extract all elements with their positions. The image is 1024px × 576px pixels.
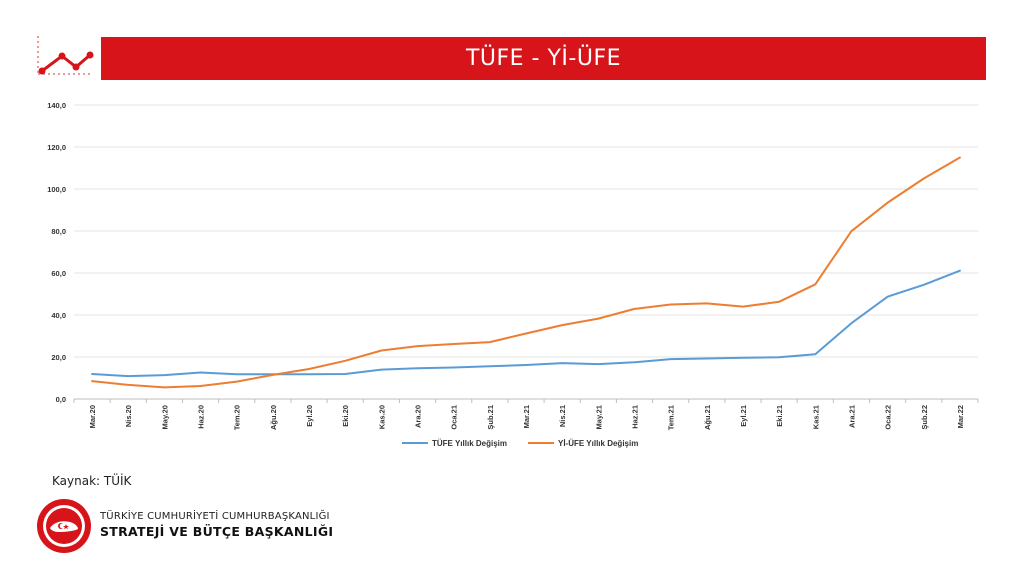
y-tick-label: 140,0 (47, 101, 66, 110)
presidency-emblem-icon (37, 499, 91, 553)
y-tick-label: 80,0 (51, 227, 66, 236)
y-tick-label: 40,0 (51, 311, 66, 320)
x-tick-label: Oca.21 (450, 405, 459, 430)
y-tick-label: 20,0 (51, 353, 66, 362)
x-tick-label: Haz.21 (630, 405, 639, 429)
x-tick-label: Eyl.21 (739, 405, 748, 427)
org-name-line1: TÜRKİYE CUMHURİYETİ CUMHURBAŞKANLIĞI (100, 511, 330, 522)
x-tick-label: Kas.21 (811, 405, 820, 429)
x-tick-label: Ağu.21 (703, 405, 712, 430)
x-tick-label: Ara.21 (847, 405, 856, 428)
x-tick-label: May.21 (594, 405, 603, 429)
series-line-2 (91, 156, 961, 389)
x-tick-label: Tem.20 (233, 405, 242, 430)
x-tick-label: Mar.22 (956, 405, 965, 428)
source-note: Kaynak: TÜİK (52, 474, 132, 488)
page-title: TÜFE - Yİ-ÜFE (465, 46, 622, 71)
series-line-1 (91, 269, 961, 378)
legend-label-1: TÜFE Yıllık Değişim (432, 439, 507, 448)
legend-label-2: Yİ-ÜFE Yıllık Değişim (558, 439, 638, 448)
x-tick-label: Mar.21 (522, 405, 531, 428)
x-tick-label: Nis.21 (558, 405, 567, 427)
y-tick-label: 60,0 (51, 269, 66, 278)
x-tick-label: Nis.20 (124, 405, 133, 427)
x-tick-label: Eki.21 (775, 405, 784, 427)
line-chart-icon (37, 36, 94, 75)
x-tick-label: Ağu.20 (269, 405, 278, 430)
org-name-line2: STRATEJİ VE BÜTÇE BAŞKANLIĞI (100, 524, 334, 539)
title-bar: TÜFE - Yİ-ÜFE (101, 37, 986, 80)
y-tick-label: 120,0 (47, 143, 66, 152)
x-tick-label: Eki.20 (341, 405, 350, 427)
x-tick-label: Haz.20 (197, 405, 206, 429)
x-tick-label: Oca.22 (884, 405, 893, 430)
line-chart: 0,0 20,0 40,0 60,0 80,0 100,0 120,0 140,0 Mar.20… (47, 101, 979, 448)
x-tick-label: Mar.20 (88, 405, 97, 428)
x-tick-label: Kas.20 (377, 405, 386, 429)
x-tick-label: May.20 (160, 405, 169, 429)
x-tick-label: Şub.21 (486, 405, 495, 430)
x-tick-label: Tem.21 (667, 405, 676, 430)
x-tick-label: Ara.20 (414, 405, 423, 428)
y-tick-label: 0,0 (56, 395, 66, 404)
x-tick-label: Şub.22 (920, 405, 929, 430)
x-tick-label: Eyl.20 (305, 405, 314, 427)
y-tick-label: 100,0 (47, 185, 66, 194)
